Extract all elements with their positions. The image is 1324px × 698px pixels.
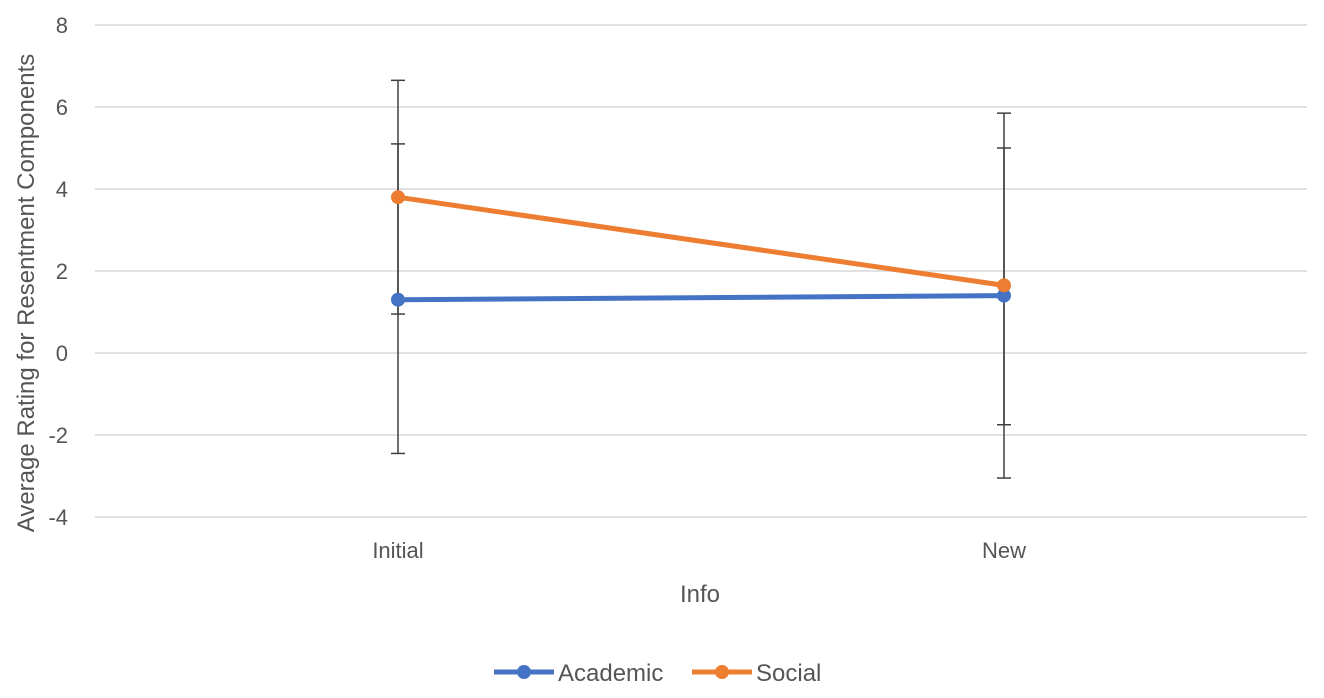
y-axis-title: Average Rating for Resentment Components bbox=[13, 54, 40, 533]
series-line-academic bbox=[395, 293, 1007, 303]
data-point-social bbox=[997, 278, 1011, 293]
y-tick-label: -2 bbox=[48, 423, 68, 448]
series-lines bbox=[395, 194, 1007, 303]
series-line-social bbox=[395, 194, 1007, 288]
legend-marker bbox=[715, 665, 729, 679]
legend-item-academic: Academic bbox=[494, 660, 663, 687]
data-point-academic bbox=[391, 292, 405, 307]
y-tick-label: 6 bbox=[56, 95, 68, 120]
error-bars bbox=[391, 79, 1011, 479]
legend-marker bbox=[517, 665, 531, 679]
legend-item-social: Social bbox=[692, 660, 821, 687]
legend-label: Social bbox=[756, 660, 821, 687]
y-tick-label: 2 bbox=[56, 259, 68, 284]
y-tick-label: -4 bbox=[48, 505, 68, 530]
x-axis-title: Info bbox=[680, 581, 720, 608]
data-point-social bbox=[391, 190, 405, 205]
y-tick-label: 8 bbox=[56, 13, 68, 38]
data-points bbox=[391, 190, 1011, 307]
x-tick-label: Initial bbox=[372, 538, 423, 563]
y-tick-label: 0 bbox=[56, 341, 68, 366]
x-tick-label: New bbox=[982, 538, 1026, 563]
x-tick-labels: Initial New bbox=[372, 538, 1026, 563]
legend-label: Academic bbox=[558, 660, 663, 687]
y-tick-labels: -4 -2 0 2 4 6 8 bbox=[48, 13, 68, 530]
data-point-academic bbox=[997, 288, 1011, 303]
legend: Academic Social bbox=[494, 660, 821, 687]
y-tick-label: 4 bbox=[56, 177, 68, 202]
gridlines bbox=[95, 24, 1307, 518]
